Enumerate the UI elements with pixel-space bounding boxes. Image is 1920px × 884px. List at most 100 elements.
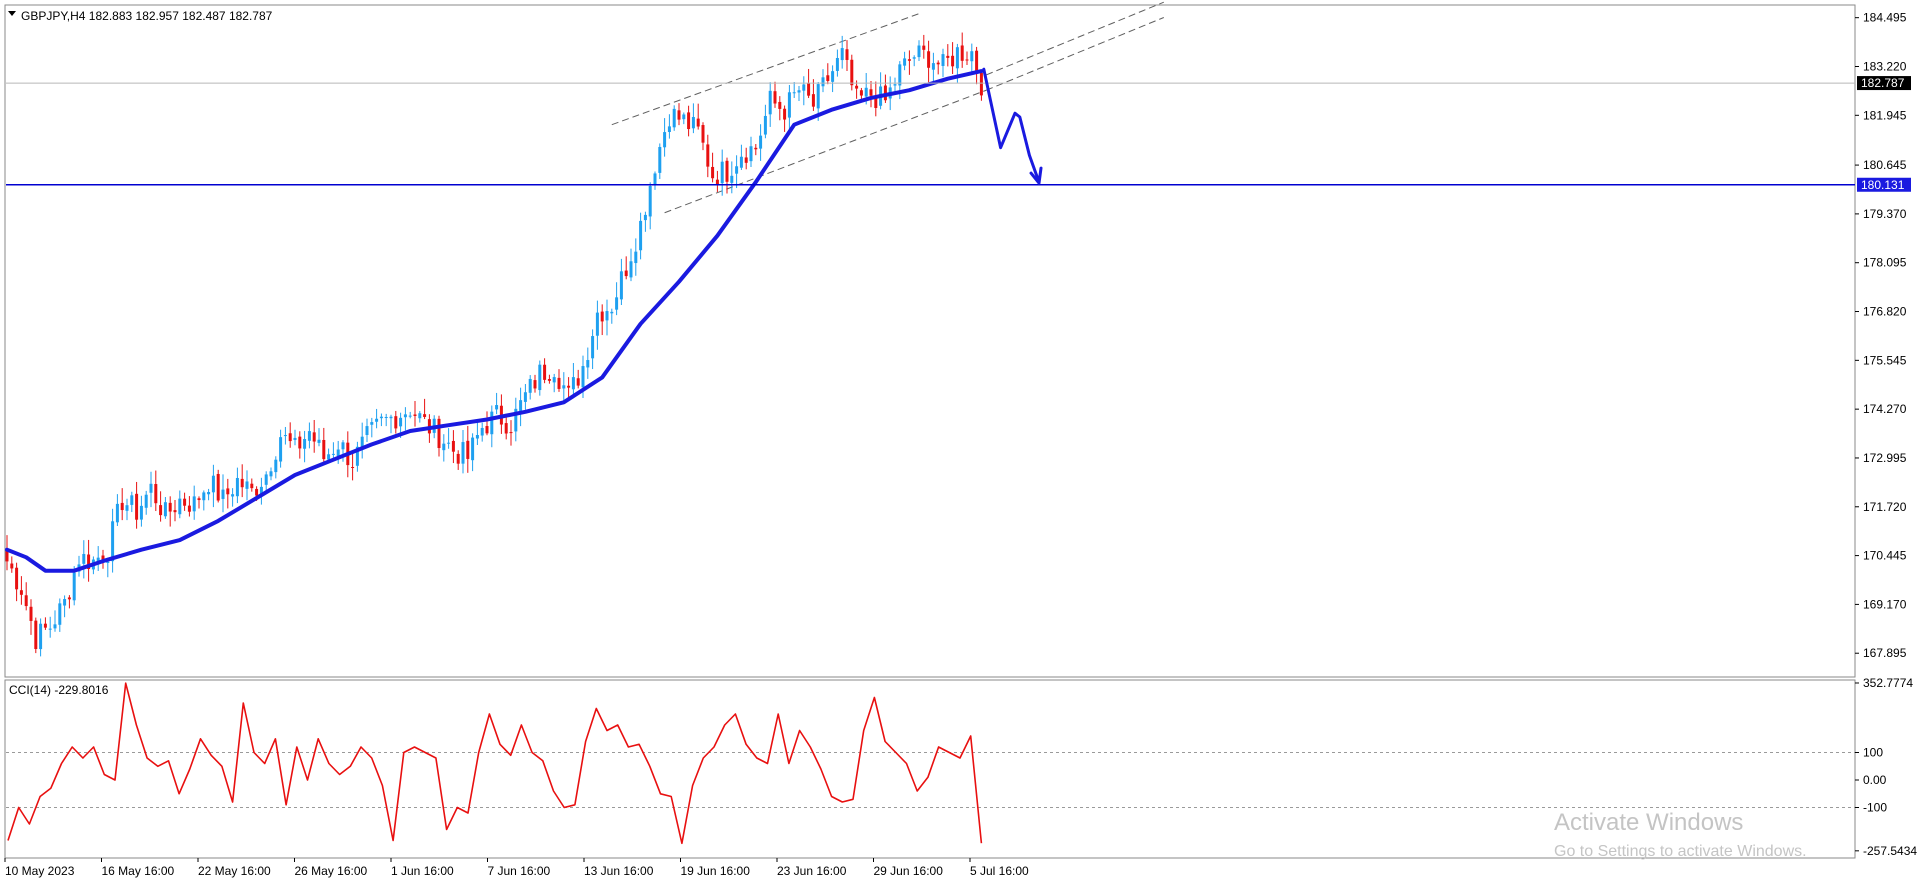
cci-y-tick-label: 352.7774	[1863, 676, 1913, 690]
candle	[274, 456, 278, 479]
candle	[567, 377, 571, 399]
candle-body	[240, 478, 244, 488]
candle-body	[365, 426, 369, 435]
candle-body	[927, 51, 931, 68]
candle	[384, 413, 388, 427]
candle	[461, 429, 465, 474]
candle-body	[946, 55, 950, 58]
candle-body	[831, 71, 835, 82]
candle	[413, 400, 417, 427]
candle	[557, 369, 561, 392]
candle	[538, 360, 542, 396]
candle	[773, 81, 777, 108]
candle	[240, 464, 244, 498]
candle	[595, 300, 599, 350]
candle-body	[245, 481, 249, 489]
candle-body	[394, 416, 398, 429]
candle	[67, 595, 71, 609]
candle-body	[274, 459, 278, 473]
y-tick-label: 170.445	[1863, 549, 1907, 563]
candle	[125, 498, 129, 521]
candle-body	[187, 505, 191, 512]
candle	[850, 54, 854, 91]
candle-body	[259, 486, 263, 496]
candle	[778, 96, 782, 121]
candle	[360, 422, 364, 459]
candle-body	[125, 505, 129, 511]
watermark-subtitle: Go to Settings to activate Windows.	[1554, 843, 1807, 860]
x-tick-label: 10 May 2023	[5, 864, 75, 878]
candle-body	[250, 483, 254, 489]
candle	[475, 422, 479, 446]
candle	[341, 440, 345, 462]
header-dropdown-icon[interactable]	[8, 11, 16, 16]
candle-body	[768, 90, 772, 115]
candle	[408, 411, 412, 419]
candle	[912, 55, 916, 67]
candle-body	[360, 436, 364, 448]
candle-body	[418, 413, 422, 419]
candle-body	[495, 405, 499, 410]
candle-body	[355, 446, 359, 466]
candle-body	[533, 380, 537, 389]
candle-body	[567, 385, 571, 388]
candle	[447, 428, 451, 449]
candle	[672, 105, 676, 131]
candle-body	[797, 90, 801, 93]
candle-body	[696, 118, 700, 127]
candle	[720, 149, 724, 196]
candle-body	[111, 521, 115, 562]
candle	[965, 51, 969, 65]
candle	[571, 362, 575, 399]
candle	[975, 46, 979, 85]
candle-body	[519, 400, 523, 411]
candle-body	[970, 51, 974, 62]
candle-body	[898, 64, 902, 86]
candle	[951, 42, 955, 74]
candle	[610, 308, 614, 324]
candle-body	[869, 89, 873, 96]
candle	[365, 418, 369, 443]
candle-body	[19, 590, 23, 595]
candle	[303, 430, 307, 463]
candle	[235, 467, 239, 504]
candle	[927, 40, 931, 83]
candle-body	[864, 87, 868, 97]
candle	[759, 124, 763, 161]
symbol-header: GBPJPY,H4 182.883 182.957 182.487 182.78…	[21, 9, 273, 23]
candle	[552, 373, 556, 393]
y-tick-label: 172.995	[1863, 451, 1907, 465]
cci-y-tick-label: -100	[1863, 801, 1887, 815]
candle-body	[197, 498, 201, 501]
candle	[456, 450, 460, 470]
candle-body	[903, 58, 907, 66]
candle-body	[322, 439, 326, 460]
current-price-label: 182.787	[1861, 76, 1905, 90]
candle-body	[739, 156, 743, 168]
candle-body	[802, 84, 806, 91]
candle	[792, 82, 796, 98]
y-tick-label: 174.270	[1863, 402, 1907, 416]
candle-body	[149, 483, 153, 493]
candle-body	[471, 437, 475, 461]
candle-body	[706, 144, 710, 167]
candle	[941, 48, 945, 78]
candle-body	[351, 466, 355, 468]
candle	[831, 65, 835, 93]
candle-body	[883, 85, 887, 101]
candle	[787, 84, 791, 131]
candle-body	[341, 442, 345, 450]
x-tick-label: 13 Jun 16:00	[584, 864, 654, 878]
candle	[163, 497, 167, 519]
candle-body	[591, 336, 595, 359]
candle-body	[643, 214, 647, 221]
candle-body	[951, 55, 955, 67]
candle-body	[255, 488, 259, 496]
candle	[279, 429, 283, 468]
candle-body	[610, 311, 614, 314]
candle-body	[759, 135, 763, 149]
candle-body	[39, 623, 43, 650]
y-tick-label: 167.895	[1863, 646, 1907, 660]
candle-body	[336, 449, 340, 457]
